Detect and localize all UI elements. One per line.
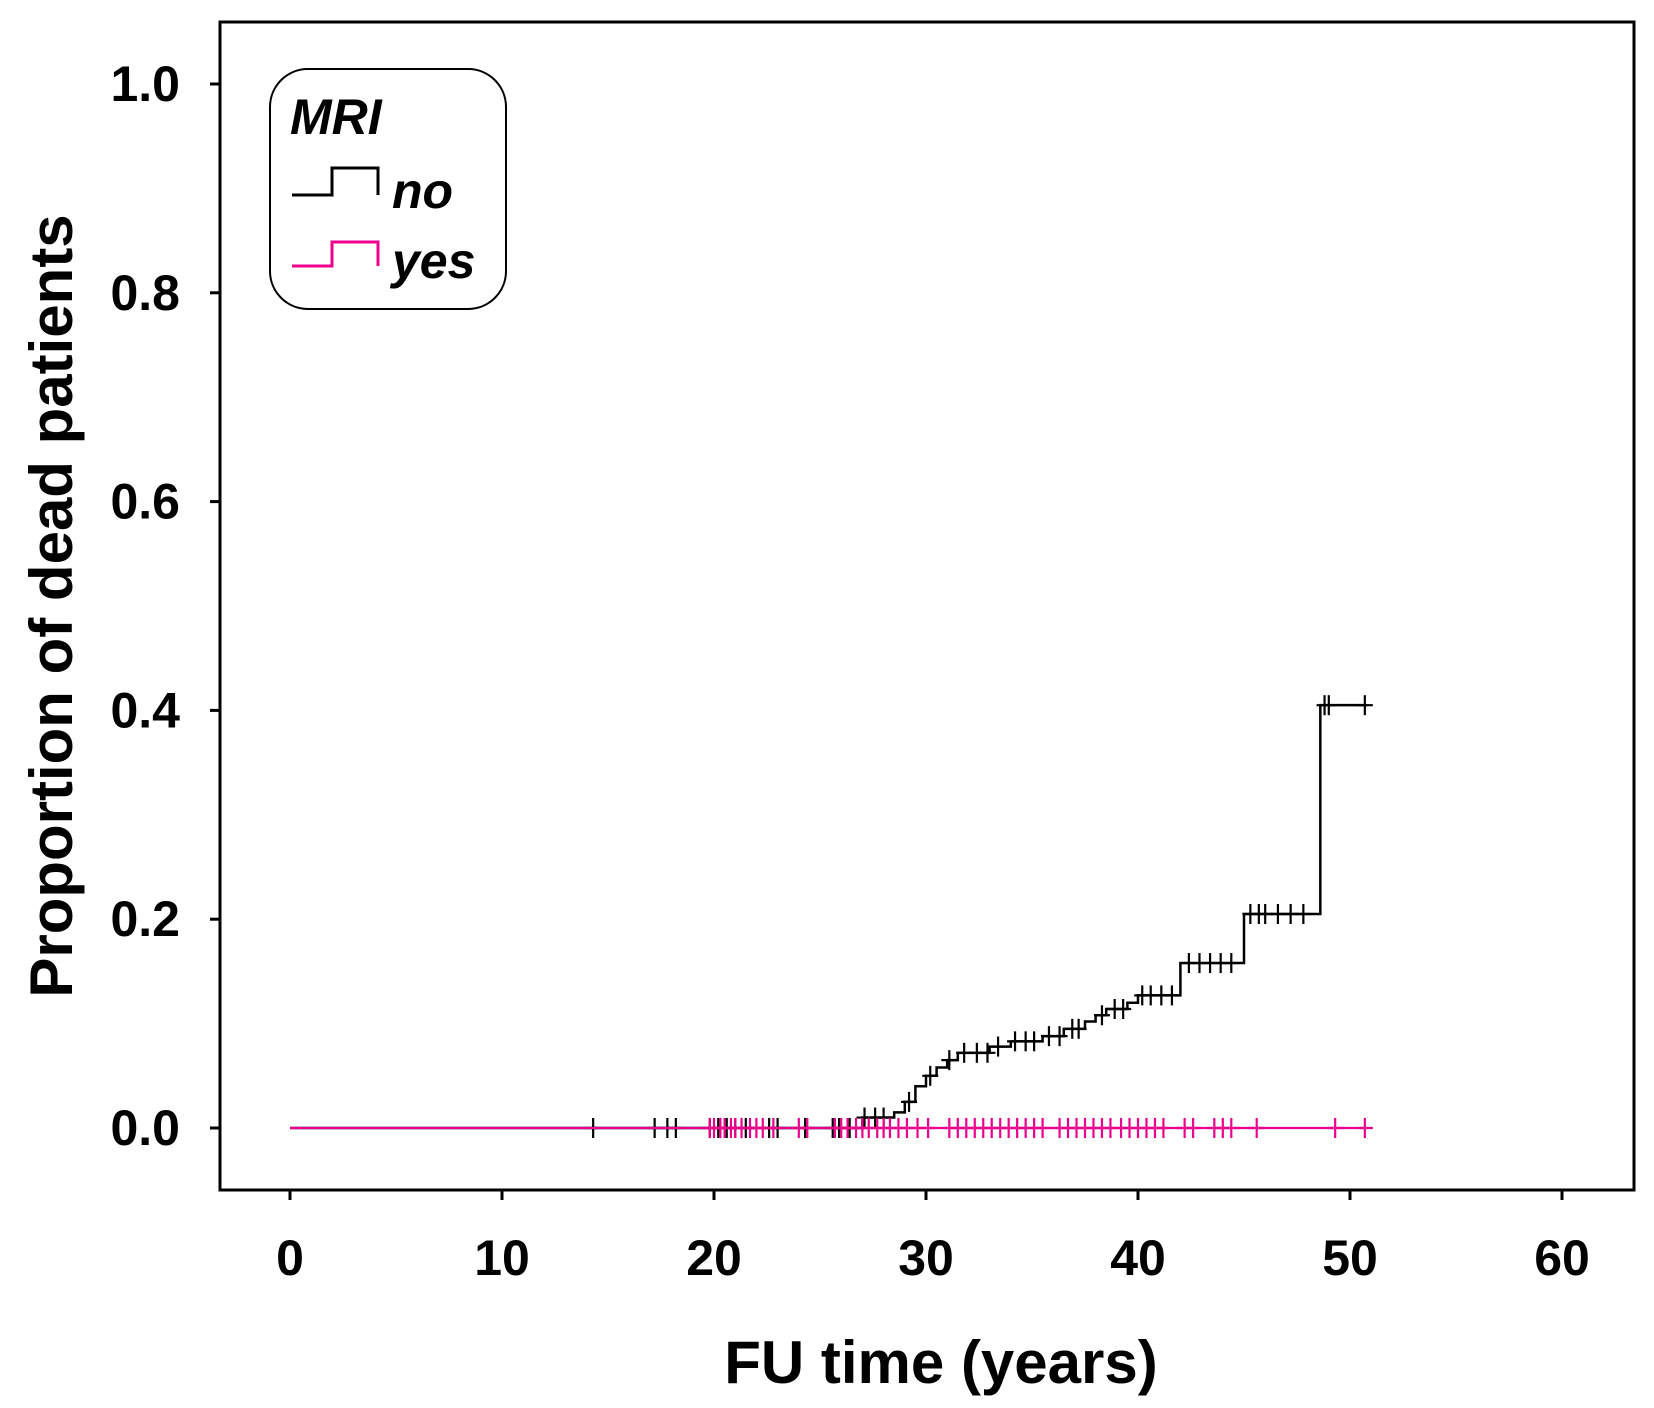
y-tick-label: 0.6 xyxy=(110,474,180,530)
x-axis-label: FU time (years) xyxy=(724,1329,1157,1396)
x-tick-label: 0 xyxy=(276,1230,304,1286)
x-tick-label: 60 xyxy=(1534,1230,1590,1286)
series-layer xyxy=(290,695,1373,1138)
legend-no-line-icon xyxy=(292,166,380,197)
legend-box xyxy=(269,68,507,310)
y-tick-label: 0.0 xyxy=(110,1100,180,1156)
y-ticks: 0.0 0.2 0.4 0.6 0.8 1.0 xyxy=(110,56,220,1156)
x-tick-label: 10 xyxy=(474,1230,530,1286)
legend-label-no: no xyxy=(392,163,453,219)
x-tick-label: 30 xyxy=(898,1230,954,1286)
legend-title: MRI xyxy=(290,89,383,145)
y-axis-label: Proportion of dead patients xyxy=(18,214,85,997)
legend-yes-line-icon xyxy=(292,240,380,268)
y-tick-label: 0.8 xyxy=(110,265,180,321)
x-tick-label: 20 xyxy=(686,1230,742,1286)
x-ticks: 0 10 20 30 40 50 60 xyxy=(276,1190,1590,1286)
y-tick-label: 0.4 xyxy=(110,682,180,738)
y-tick-label: 0.2 xyxy=(110,891,180,947)
y-tick-label: 1.0 xyxy=(110,56,180,112)
legend-label-yes: yes xyxy=(389,233,475,289)
legend: MRI no yes xyxy=(269,68,507,310)
x-tick-label: 50 xyxy=(1322,1230,1378,1286)
series-yes xyxy=(290,1118,1373,1138)
x-tick-label: 40 xyxy=(1110,1230,1166,1286)
